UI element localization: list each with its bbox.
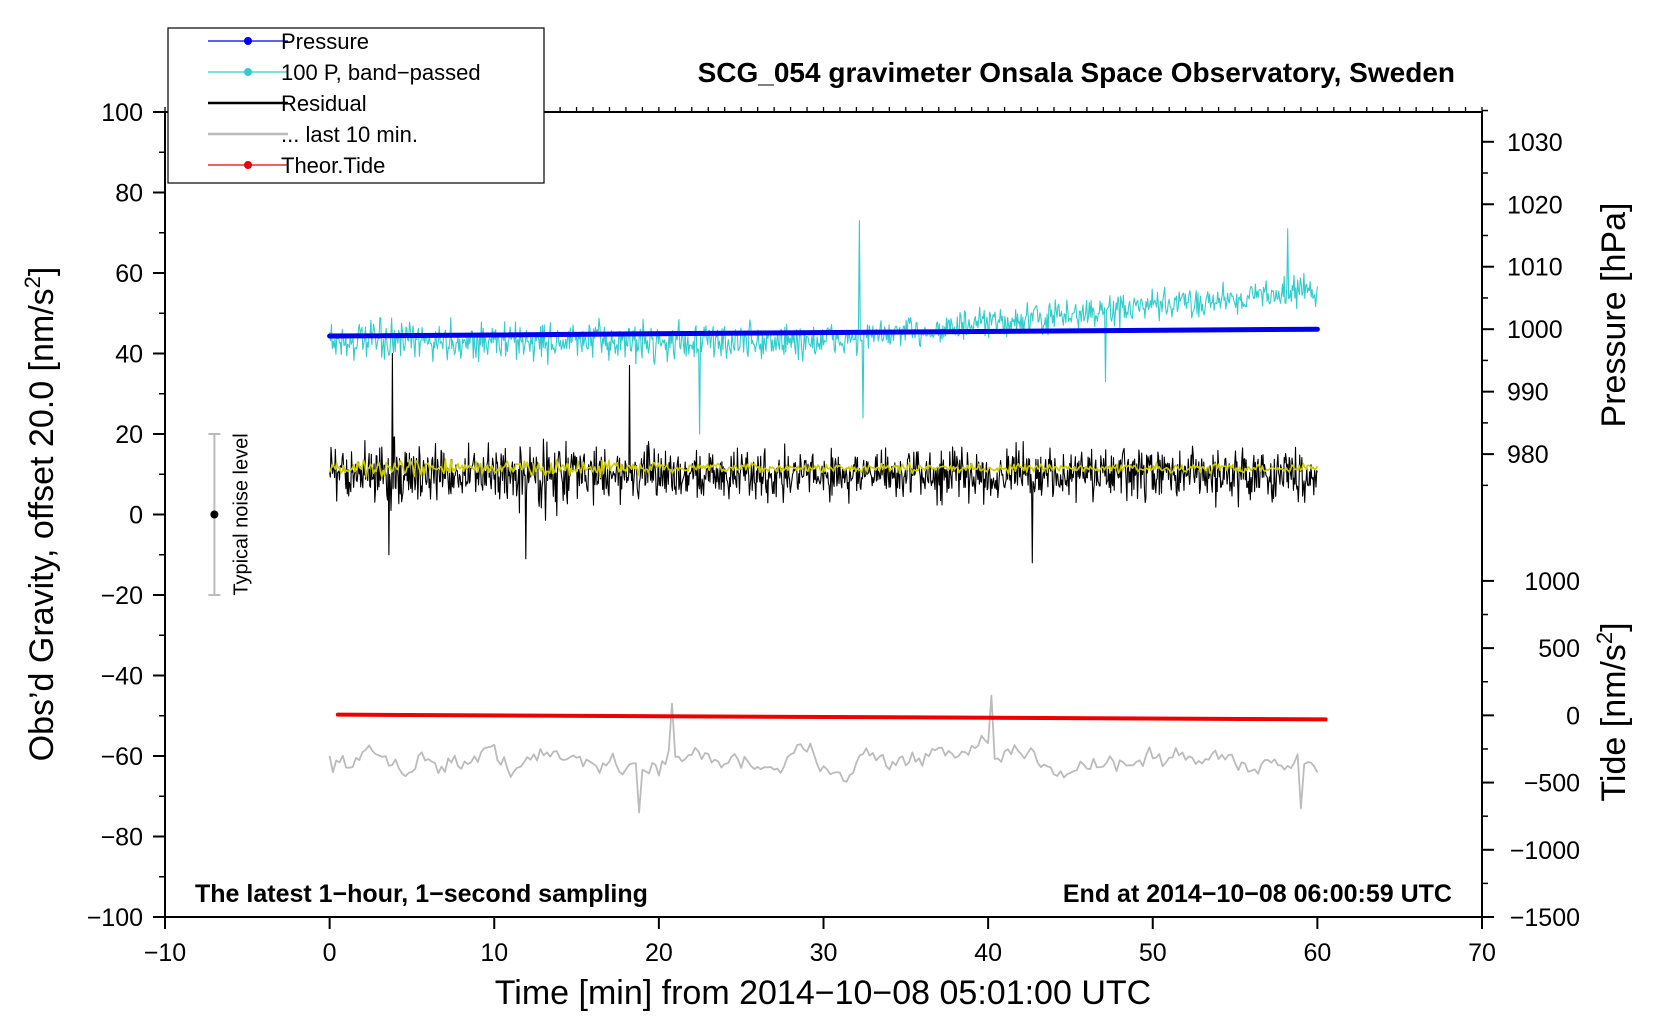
tide-axis-title: Tide [nm/s2] — [1592, 622, 1633, 801]
axis-ticks: −10 0 10 20 30 40 50 60 70−100−80−60−40−20020406… — [87, 99, 1580, 967]
x-axis-title: Time [min] from 2014−10−08 05:01:00 UTC — [495, 974, 1151, 1012]
x-tick-label: 10 — [480, 939, 508, 967]
tide-tick-label: −1500 — [1510, 904, 1580, 932]
pressure-tick-label: 980 — [1507, 441, 1549, 469]
end-time-note: End at 2014−10−08 06:00:59 UTC — [1063, 880, 1452, 908]
legend-label: ... last 10 min. — [281, 122, 418, 147]
legend-label: 100 P, band−passed — [281, 60, 481, 85]
series-residual-smoothed — [328, 458, 1319, 479]
y-tick-label: 100 — [101, 99, 143, 127]
series-last-10-min — [328, 694, 1319, 814]
series-band-passed-pressure — [329, 220, 1318, 435]
legend-label: Theor.Tide — [281, 153, 385, 178]
y-tick-label: −80 — [101, 824, 143, 852]
pressure-tick-label: 990 — [1507, 379, 1549, 407]
pressure-tick-label: 1010 — [1507, 254, 1563, 282]
y-tick-label: −60 — [101, 743, 143, 771]
x-tick-label: 70 — [1468, 939, 1496, 967]
x-tick-label: 40 — [974, 939, 1002, 967]
series-theor-tide — [335, 712, 1328, 722]
noise-bar: Typical noise level — [208, 433, 252, 596]
y-axis-title: Obs’d Gravity, offset 20.0 [nm/s2] — [20, 267, 61, 762]
x-tick-label: 50 — [1139, 939, 1167, 967]
legend-label: Residual — [281, 91, 367, 116]
y-tick-label: 0 — [129, 502, 143, 530]
y-tick-label: 60 — [115, 260, 143, 288]
series-pressure — [327, 326, 1320, 339]
x-tick-label: −10 — [144, 939, 186, 967]
pressure-axis-title: Pressure [hPa] — [1595, 203, 1633, 428]
y-axis-title-close: ] — [23, 267, 61, 276]
y-tick-label: −40 — [101, 663, 143, 691]
y-tick-label: 20 — [115, 421, 143, 449]
legend-swatch-marker — [244, 68, 252, 76]
legend-swatch-marker — [244, 161, 252, 169]
x-tick-label: 60 — [1303, 939, 1331, 967]
x-tick-label: 0 — [323, 939, 337, 967]
plot-frame — [164, 111, 1483, 918]
pressure-tick-label: 1020 — [1507, 191, 1563, 219]
noise-bar-label: Typical noise level — [230, 433, 252, 595]
y-tick-label: −100 — [87, 904, 143, 932]
legend-label: Pressure — [281, 29, 369, 54]
y-tick-label: −20 — [101, 582, 143, 610]
noise-bar-center-dot — [210, 510, 219, 519]
y-axis-title-main: Obs’d Gravity, offset 20.0 [nm/s — [23, 288, 61, 761]
legend-swatch-marker — [244, 37, 252, 45]
plot-series — [327, 220, 1328, 814]
legend-box — [167, 27, 545, 184]
tide-tick-label: −500 — [1524, 770, 1580, 798]
sampling-note: The latest 1−hour, 1−second sampling — [195, 880, 648, 908]
tide-axis-title-sup: 2 — [1592, 632, 1617, 644]
tide-tick-label: 0 — [1566, 702, 1580, 730]
pressure-tick-label: 1030 — [1507, 129, 1563, 157]
y-tick-label: 80 — [115, 180, 143, 208]
tide-tick-label: 1000 — [1524, 568, 1580, 596]
chart-title: SCG_054 gravimeter Onsala Space Observat… — [698, 57, 1455, 88]
tide-tick-label: 500 — [1538, 635, 1580, 663]
y-axis-title-sup: 2 — [20, 276, 45, 288]
x-tick-label: 30 — [810, 939, 838, 967]
pressure-tick-label: 1000 — [1507, 316, 1563, 344]
tide-axis-title-main: Tide [nm/s — [1595, 644, 1633, 801]
y-tick-label: 40 — [115, 341, 143, 369]
x-tick-label: 20 — [645, 939, 673, 967]
series-residual — [329, 352, 1318, 564]
legend: Pressure 100 P, band−passed Residual ... la… — [167, 27, 545, 184]
tide-tick-label: −1000 — [1510, 837, 1580, 865]
tide-axis-title-close: ] — [1595, 622, 1633, 631]
